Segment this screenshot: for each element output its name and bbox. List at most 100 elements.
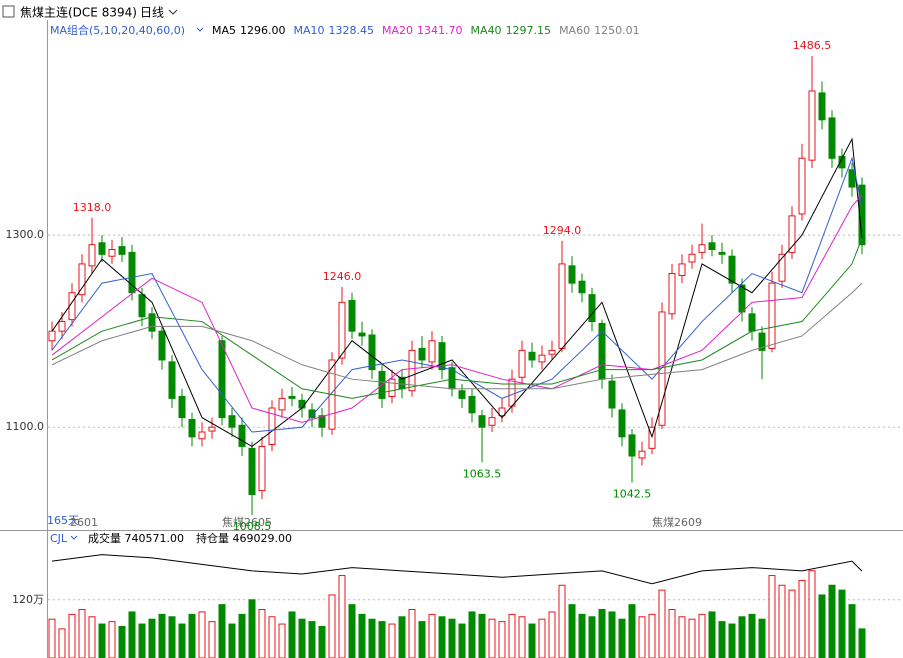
candle-body xyxy=(348,299,356,332)
volume-bar xyxy=(338,575,346,658)
volume-bar xyxy=(278,623,286,658)
chevron xyxy=(196,27,204,32)
extreme-label: 1294.0 xyxy=(543,224,582,237)
candle-body xyxy=(338,301,346,359)
candle-body xyxy=(848,169,856,188)
volume-bar xyxy=(758,618,766,658)
volume-bar xyxy=(848,604,856,658)
candle-body xyxy=(628,434,636,457)
candle-body xyxy=(208,426,216,432)
candle-body xyxy=(708,242,716,251)
legend-name: MA40 xyxy=(471,24,502,37)
candle-body xyxy=(458,390,466,399)
volume-label: 成交量 740571.00 xyxy=(88,531,184,545)
candle-body xyxy=(268,407,276,446)
candle-body xyxy=(198,431,206,440)
volume-bar xyxy=(48,618,56,658)
volume-bar xyxy=(538,618,546,658)
volume-bar xyxy=(568,604,576,658)
volume-bar xyxy=(258,609,266,658)
volume-bar xyxy=(558,584,566,658)
volume-title[interactable]: CJL xyxy=(50,532,68,545)
legend-value: 1250.01 xyxy=(594,24,640,37)
volume-bar xyxy=(358,613,366,658)
candle-body xyxy=(748,313,756,332)
volume-bar xyxy=(138,623,146,658)
candle-body xyxy=(618,409,626,438)
volume-bar xyxy=(638,616,646,658)
volume-bar xyxy=(198,611,206,658)
candle-body xyxy=(48,330,56,342)
volume-bar xyxy=(768,575,776,658)
volume-bar xyxy=(148,618,156,658)
x-label: 2601 xyxy=(70,516,98,529)
period[interactable]: 日线 xyxy=(140,6,164,20)
candle-body xyxy=(818,92,826,121)
volume-bar xyxy=(388,623,396,658)
volume-bar xyxy=(298,618,306,658)
volume-bar xyxy=(518,616,526,658)
volume-bar xyxy=(858,628,866,658)
volume-bar xyxy=(658,589,666,658)
candle-body xyxy=(168,361,176,399)
menu-icon[interactable] xyxy=(2,5,15,18)
volume-bar xyxy=(458,623,466,658)
volume-bar xyxy=(428,613,436,658)
volume-bar xyxy=(628,604,636,658)
legend-name: MA60 xyxy=(559,24,590,37)
volume-bar xyxy=(818,594,826,658)
volume-bar xyxy=(78,609,86,658)
volume-bar xyxy=(648,613,656,658)
volume-bar xyxy=(118,625,126,658)
chevron xyxy=(70,535,78,540)
candle-body xyxy=(728,255,736,284)
volume-bar xyxy=(178,623,186,658)
candle-body xyxy=(368,334,376,371)
candle-body xyxy=(318,415,326,428)
candle-body xyxy=(578,280,586,294)
volume-bar xyxy=(688,618,696,658)
volume-bar xyxy=(498,621,506,658)
candle-body xyxy=(738,284,746,313)
ma-line xyxy=(51,237,863,399)
candle-body xyxy=(138,294,146,318)
volume-bar xyxy=(438,616,446,658)
candle-body xyxy=(158,330,166,361)
candle-body xyxy=(568,265,576,284)
candle-body xyxy=(128,251,136,294)
candle-body xyxy=(828,117,836,159)
ma-group[interactable]: MA组合(5,10,20,40,60,0) xyxy=(50,23,185,37)
volume-bar xyxy=(548,611,556,658)
extreme-label: 1042.5 xyxy=(613,487,652,500)
candle-body xyxy=(288,395,296,399)
volume-bar xyxy=(808,570,816,658)
candle-body xyxy=(608,380,616,409)
legend-value: 1297.15 xyxy=(506,24,552,37)
candle-body xyxy=(298,399,306,409)
candle-body xyxy=(488,417,496,426)
volume-bar xyxy=(618,618,626,658)
volume-bar xyxy=(488,618,496,658)
volume-bar xyxy=(698,613,706,658)
volume-bar xyxy=(748,613,756,658)
candle-body xyxy=(108,249,116,257)
candle-body xyxy=(148,313,156,332)
x-label: 焦煤2609 xyxy=(652,516,702,529)
candle-body xyxy=(118,246,126,255)
candle-body xyxy=(228,415,236,428)
extreme-label: 1246.0 xyxy=(323,270,362,283)
candle-body xyxy=(778,253,786,282)
legend-name: MA5 xyxy=(212,24,236,37)
candle-body xyxy=(98,242,106,255)
volume-bar xyxy=(378,621,386,658)
candle-body xyxy=(688,253,696,263)
volume-bar xyxy=(238,613,246,658)
candle-body xyxy=(88,244,96,267)
open-interest-line xyxy=(51,554,863,585)
ma-line xyxy=(51,156,863,433)
volume-bar xyxy=(608,611,616,658)
candle-body xyxy=(258,445,266,492)
volume-bar xyxy=(348,604,356,658)
candle-body xyxy=(758,332,766,351)
y-tick-label: 120万 xyxy=(12,593,44,606)
